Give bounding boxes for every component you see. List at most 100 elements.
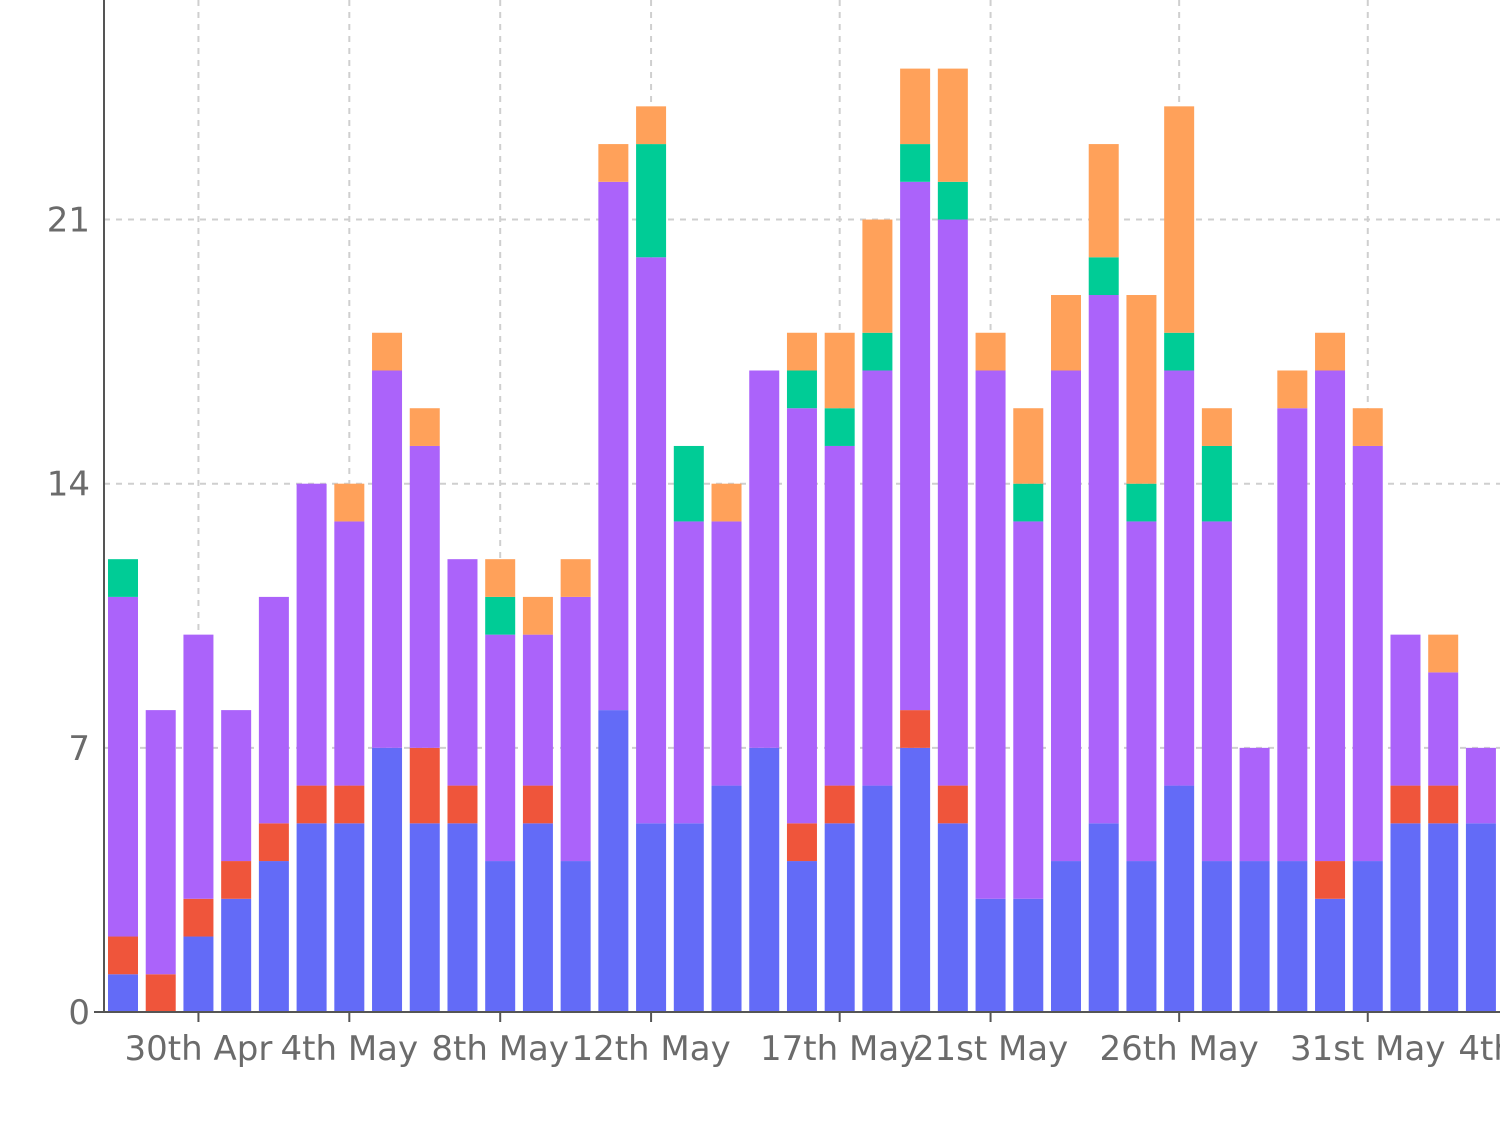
bar-segment-series-4 xyxy=(1201,445,1232,522)
bar-segment-series-1 xyxy=(1390,823,1421,1012)
bar-segment-series-1 xyxy=(258,861,289,1012)
bar-segment-series-1 xyxy=(673,823,704,1012)
bar-segment-series-3 xyxy=(296,483,327,786)
bar-segment-series-2 xyxy=(786,823,817,862)
bar-segment-series-5 xyxy=(1201,408,1232,446)
bar-segment-series-5 xyxy=(1164,106,1195,333)
bar-segment-series-5 xyxy=(824,332,855,409)
bar-segment-series-3 xyxy=(1315,370,1346,862)
bar-segment-series-3 xyxy=(447,559,478,786)
bar-segment-series-1 xyxy=(636,823,667,1012)
bar-segment-series-3 xyxy=(1277,408,1308,862)
bar-segment-series-3 xyxy=(937,219,968,786)
bar-segment-series-2 xyxy=(145,974,176,1012)
bar-segment-series-5 xyxy=(409,408,440,446)
bar-segment-series-2 xyxy=(824,785,855,824)
bar-segment-series-4 xyxy=(862,332,893,371)
bar-segment-series-1 xyxy=(900,747,931,1012)
bar-segment-series-1 xyxy=(183,936,214,1012)
bar-segment-series-2 xyxy=(334,785,365,824)
bar-segment-series-2 xyxy=(1390,785,1421,824)
x-tick-label: 31st May xyxy=(1290,1029,1445,1069)
bar-segment-series-4 xyxy=(786,370,817,409)
bar-segment-series-4 xyxy=(824,408,855,446)
bar-segment-series-5 xyxy=(636,106,667,145)
bar-segment-series-4 xyxy=(937,181,968,220)
bar-segment-series-3 xyxy=(824,445,855,786)
bar-segment-series-1 xyxy=(1352,861,1383,1012)
bar-segment-series-3 xyxy=(862,370,893,786)
bar-segment-series-3 xyxy=(598,181,629,711)
bar-segment-series-5 xyxy=(1277,370,1308,409)
bar-segment-series-3 xyxy=(1013,521,1044,899)
bar-segment-series-1 xyxy=(1013,898,1044,1012)
bar-segment-series-1 xyxy=(824,823,855,1012)
bar-segment-series-1 xyxy=(221,898,252,1012)
bar-segment-series-3 xyxy=(1088,295,1119,824)
bar-segment-series-2 xyxy=(258,823,289,862)
bar-segment-series-5 xyxy=(1126,295,1157,484)
bar-segment-series-1 xyxy=(372,747,403,1012)
bar-segment-series-2 xyxy=(1428,785,1459,824)
bar-segment-series-5 xyxy=(975,332,1006,371)
bar-segment-series-3 xyxy=(145,710,176,975)
bar-segment-series-5 xyxy=(560,559,591,597)
bar-segment-series-3 xyxy=(334,521,365,786)
x-tick-label: 26th May xyxy=(1100,1029,1259,1069)
bar-segment-series-3 xyxy=(560,596,591,862)
bar-segment-series-1 xyxy=(1164,785,1195,1012)
bar-segment-series-4 xyxy=(1013,483,1044,522)
bar-segment-series-2 xyxy=(108,936,138,975)
axis-layer xyxy=(94,0,1500,1022)
bar-segment-series-4 xyxy=(673,445,704,522)
bar-segment-series-1 xyxy=(447,823,478,1012)
bar-segment-series-2 xyxy=(183,898,214,937)
x-tick-label: 30th Apr xyxy=(125,1029,273,1069)
bar-segment-series-2 xyxy=(296,785,327,824)
y-tick-label: 0 xyxy=(68,993,90,1033)
bar-segment-series-5 xyxy=(862,219,893,333)
bar-segment-series-1 xyxy=(108,974,138,1012)
bar-segment-series-3 xyxy=(1239,747,1270,862)
bar-segment-series-3 xyxy=(636,257,667,824)
y-tick-label: 7 xyxy=(68,729,90,769)
bar-segment-series-3 xyxy=(1201,521,1232,862)
bar-segment-series-1 xyxy=(1088,823,1119,1012)
bar-segment-series-3 xyxy=(673,521,704,824)
bar-segment-series-5 xyxy=(1315,332,1346,371)
bar-segment-series-5 xyxy=(711,483,742,522)
bar-segment-series-2 xyxy=(1315,861,1346,899)
bar-segment-series-1 xyxy=(1428,823,1459,1012)
bar-segment-series-2 xyxy=(900,710,931,748)
bar-segment-series-1 xyxy=(1277,861,1308,1012)
bar-segment-series-1 xyxy=(334,823,365,1012)
x-tick-label: 4th May xyxy=(281,1029,419,1069)
bar-segment-series-3 xyxy=(711,521,742,786)
bar-segment-series-3 xyxy=(409,445,440,748)
bar-segment-series-2 xyxy=(522,785,553,824)
bar-segment-series-4 xyxy=(485,596,516,635)
x-tick-label: 21st May xyxy=(913,1029,1068,1069)
bar-segment-series-3 xyxy=(975,370,1006,899)
bar-segment-series-1 xyxy=(485,861,516,1012)
bar-segment-series-1 xyxy=(862,785,893,1012)
bar-segment-series-3 xyxy=(522,634,553,786)
bar-segment-series-3 xyxy=(1352,445,1383,862)
bar-segment-series-1 xyxy=(711,785,742,1012)
bar-segment-series-3 xyxy=(1465,747,1496,824)
bar-segment-series-2 xyxy=(937,785,968,824)
bar-segment-series-1 xyxy=(598,710,629,1012)
bar-segment-series-3 xyxy=(258,596,289,824)
bar-segment-series-1 xyxy=(296,823,327,1012)
bar-segment-series-5 xyxy=(937,68,968,182)
bars-layer xyxy=(108,68,1496,1012)
bar-segment-series-3 xyxy=(786,408,817,824)
x-tick-label: 4th Jun xyxy=(1458,1029,1500,1069)
x-tick-label: 17th May xyxy=(760,1029,919,1069)
bar-segment-series-5 xyxy=(598,144,629,182)
bar-segment-series-1 xyxy=(1465,823,1496,1012)
bar-segment-series-5 xyxy=(1428,634,1459,673)
bar-segment-series-1 xyxy=(560,861,591,1012)
bar-segment-series-5 xyxy=(1088,144,1119,258)
